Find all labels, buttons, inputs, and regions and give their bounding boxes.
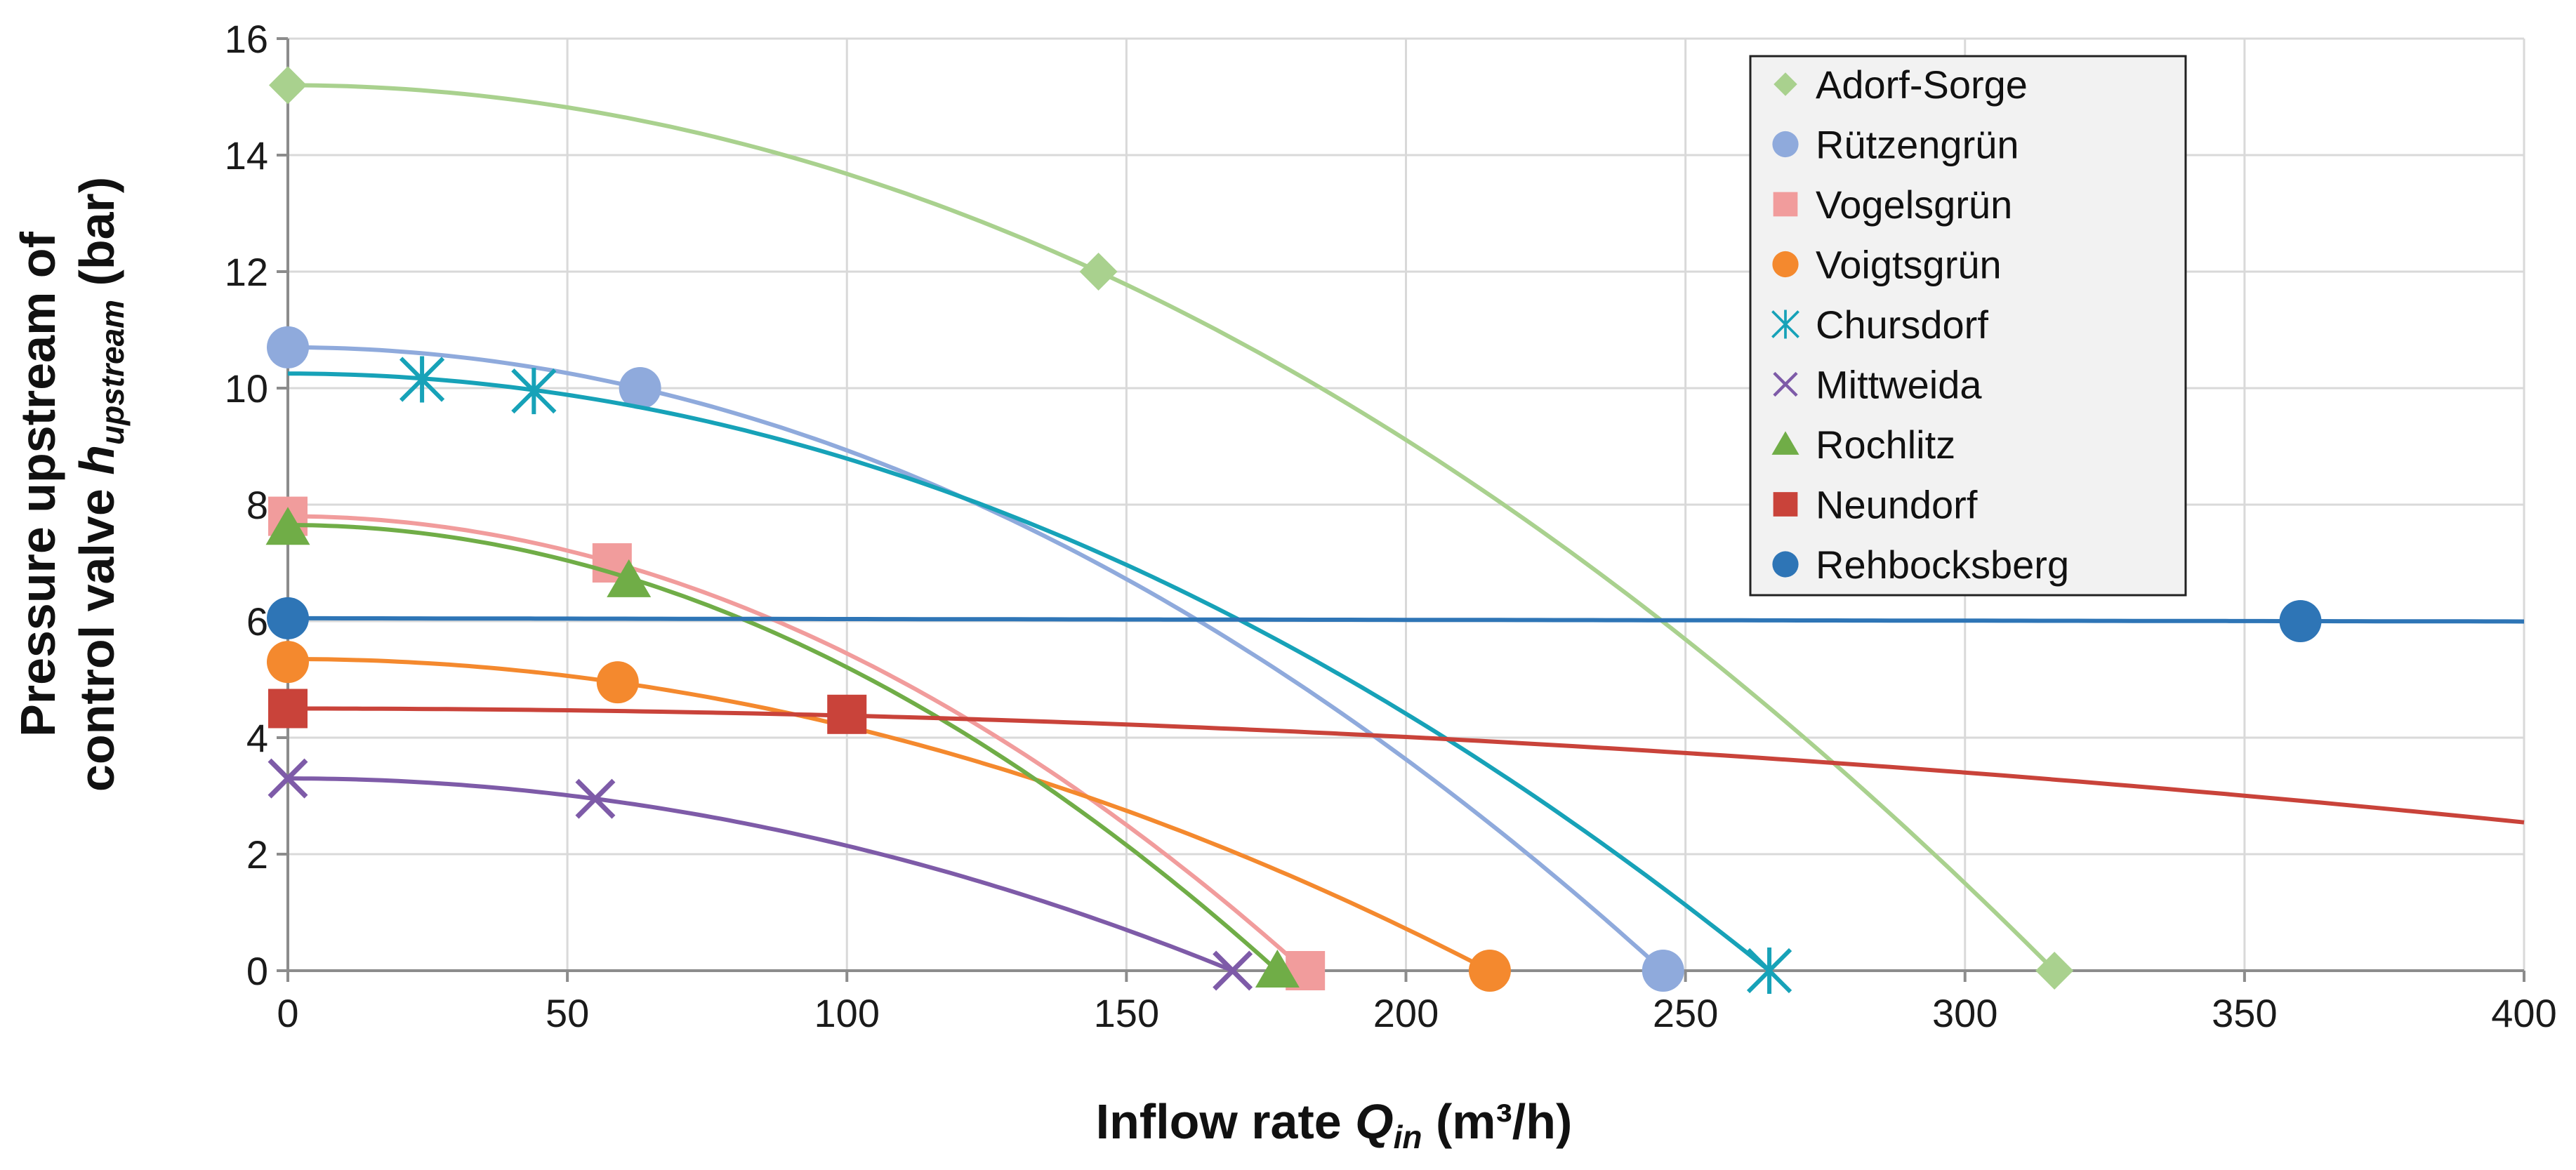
data-point-mittweida: [267, 758, 308, 799]
data-point-rutzengrun: [267, 326, 309, 368]
legend-label-mittweida: Mittweida: [1816, 363, 1982, 407]
legend-marker-mittweida: [1773, 371, 1798, 397]
legend-label-rochlitz: Rochlitz: [1816, 423, 1955, 467]
x-tick-label: 350: [2212, 991, 2277, 1035]
data-point-neundorf: [827, 694, 867, 734]
legend: Adorf-Sorge Rützengrün Vogelsgrün Voigtsgrü…: [1749, 55, 2187, 597]
data-point-rochlitz: [265, 507, 310, 545]
x-tick-label: 100: [814, 991, 880, 1035]
data-point-chursdorf: [511, 368, 557, 415]
y-axis-title-line1: Pressure upstream of: [11, 231, 65, 736]
legend-item-mittweida: Mittweida: [1773, 363, 1982, 407]
legend-marker-rochlitz: [1771, 431, 1799, 455]
series-neundorf: [268, 689, 2525, 825]
x-tick-label: 300: [1932, 991, 1997, 1035]
x-axis-title: Inflow rate Qin (m³/h): [1096, 1094, 1573, 1155]
data-point-rochlitz: [1255, 950, 1300, 988]
series-rehbocksberg: [267, 597, 2525, 642]
data-point-rehbocksberg: [267, 597, 309, 639]
series-rochlitz: [265, 507, 1300, 988]
series-line-rochlitz: [287, 523, 1279, 973]
y-tick-label: 4: [246, 716, 268, 760]
series-line-neundorf: [288, 706, 2525, 825]
y-tick-label: 10: [225, 366, 268, 411]
legend-item-rutzengrun: Rützengrün: [1772, 123, 2019, 167]
data-point-rutzengrun: [1642, 950, 1684, 992]
y-tick-label: 8: [246, 483, 268, 527]
series-line-vogelsgrun: [288, 514, 1307, 973]
data-point-mittweida: [1213, 950, 1253, 991]
legend-marker-vogelsgrun: [1773, 192, 1798, 217]
data-point-rehbocksberg: [2279, 600, 2322, 642]
legend-label-adorf-sorge: Adorf-Sorge: [1816, 62, 2028, 107]
y-tick-label: 16: [225, 17, 268, 61]
series-rutzengrun: [267, 326, 1684, 992]
data-point-voigtsgrun: [596, 661, 639, 704]
data-point-voigtsgrun: [267, 641, 309, 684]
legend-marker-neundorf: [1773, 492, 1798, 517]
y-axis-title-line2: control valve hupstream (bar): [70, 177, 131, 792]
legend-item-adorf-sorge: Adorf-Sorge: [1774, 62, 2028, 107]
series-line-mittweida: [288, 776, 1234, 973]
tick-labels: 0 50 100 150 200 250 300 350 400 0 2 4 6 8 10 12 14 16: [225, 17, 2557, 1035]
legend-label-vogelsgrun: Vogelsgrün: [1816, 182, 2012, 227]
series-voigtsgrun: [267, 641, 1511, 992]
series-chursdorf: [288, 356, 1792, 994]
legend-label-voigtsgrun: Voigtsgrün: [1816, 243, 2002, 287]
x-tick-label: 250: [1653, 991, 1718, 1035]
legend-item-vogelsgrun: Vogelsgrün: [1773, 182, 2012, 227]
data-point-chursdorf: [1746, 948, 1792, 994]
legend-marker-rehbocksberg: [1772, 551, 1799, 578]
x-tick-label: 200: [1373, 991, 1439, 1035]
legend-item-voigtsgrun: Voigtsgrün: [1772, 243, 2002, 287]
data-point-voigtsgrun: [1468, 950, 1511, 992]
series-line-voigtsgrun: [288, 657, 1491, 973]
legend-box: [1749, 55, 2187, 597]
data-point-mittweida: [575, 778, 616, 819]
data-point-adorf-sorge: [1079, 253, 1118, 291]
legend-label-rutzengrun: Rützengrün: [1816, 123, 2019, 167]
series-mittweida: [267, 758, 1253, 991]
x-tick-label: 0: [277, 991, 298, 1035]
legend-item-chursdorf: Chursdorf: [1771, 303, 1988, 347]
legend-marker-rutzengrun: [1772, 131, 1799, 158]
legend-marker-chursdorf: [1771, 310, 1799, 339]
y-tick-label: 12: [225, 250, 268, 294]
series-line-adorf-sorge: [287, 83, 2056, 973]
legend-label-neundorf: Neundorf: [1816, 483, 1978, 527]
y-tick-label: 2: [246, 832, 268, 877]
data-point-rutzengrun: [619, 367, 661, 409]
series-adorf-sorge: [269, 66, 2074, 990]
data-point-rochlitz: [607, 559, 652, 597]
y-tick-label: 6: [246, 599, 268, 644]
legend-marker-adorf-sorge: [1774, 72, 1797, 96]
series-line-rehbocksberg: [288, 616, 2525, 624]
legend-label-rehbocksberg: Rehbocksberg: [1816, 543, 2069, 587]
legend-item-neundorf: Neundorf: [1773, 483, 1978, 527]
y-axis-title: Pressure upstream of control valve hupst…: [11, 177, 131, 792]
legend-item-rochlitz: Rochlitz: [1771, 423, 1955, 467]
legend-label-chursdorf: Chursdorf: [1816, 303, 1988, 347]
x-tick-label: 50: [546, 991, 589, 1035]
y-tick-label: 0: [246, 949, 268, 993]
data-point-chursdorf: [399, 356, 445, 403]
data-point-adorf-sorge: [269, 66, 307, 105]
data-point-neundorf: [268, 689, 308, 729]
legend-item-rehbocksberg: Rehbocksberg: [1772, 543, 2069, 587]
series-group: [265, 66, 2525, 994]
data-point-adorf-sorge: [2035, 952, 2074, 990]
y-tick-label: 14: [225, 133, 268, 178]
x-tick-label: 400: [2491, 991, 2556, 1035]
x-tick-label: 150: [1094, 991, 1159, 1035]
legend-marker-voigtsgrun: [1772, 251, 1799, 278]
